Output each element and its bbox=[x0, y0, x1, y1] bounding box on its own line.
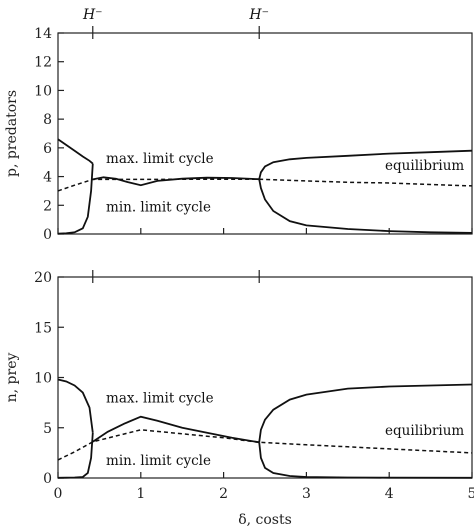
x-tick-label: 5 bbox=[468, 486, 474, 502]
curve-annotation: max. limit cycle bbox=[106, 151, 214, 167]
bifurcation-label: H⁻ bbox=[248, 7, 269, 23]
curve-annotation: equilibrium bbox=[385, 158, 464, 174]
limit-cycle-line bbox=[258, 149, 473, 180]
equilibrium-line bbox=[57, 429, 473, 461]
curve-annotation: equilibrium bbox=[385, 423, 464, 439]
curve-annotation: max. limit cycle bbox=[106, 391, 214, 407]
limit-cycle-line bbox=[57, 378, 94, 433]
y-tick-label: 12 bbox=[34, 55, 52, 71]
y-tick-label: 6 bbox=[43, 141, 52, 157]
y-tick-label: 10 bbox=[34, 83, 52, 99]
y-tick-label: 0 bbox=[43, 227, 52, 243]
limit-cycle-line bbox=[57, 432, 94, 479]
curve-annotation: min. limit cycle bbox=[106, 200, 211, 216]
limit-cycle-line bbox=[92, 176, 260, 187]
x-axis-label: δ, costs bbox=[238, 512, 292, 528]
y-tick-label: 2 bbox=[43, 198, 52, 214]
limit-cycle-line bbox=[57, 163, 94, 235]
limit-cycle-line bbox=[57, 138, 94, 165]
y-tick-label: 15 bbox=[34, 320, 52, 336]
y-tick-label: 8 bbox=[43, 112, 52, 128]
y-tick-label: 0 bbox=[43, 471, 52, 487]
y-axis-label: p, predators bbox=[4, 90, 20, 177]
limit-cycle-line bbox=[258, 442, 473, 479]
equilibrium-line bbox=[57, 178, 473, 192]
y-tick-label: 5 bbox=[43, 421, 52, 437]
limit-cycle-line bbox=[258, 383, 473, 443]
limit-cycle-line bbox=[258, 179, 473, 234]
limit-cycle-line bbox=[92, 415, 260, 444]
y-axis-label: n, prey bbox=[4, 353, 20, 403]
predators-panel: 0 2 4 6 8 10 12 14 H⁻ H⁻ max. limit cycle min. limi… bbox=[4, 7, 473, 243]
curve-annotation: min. limit cycle bbox=[106, 453, 211, 469]
y-tick-label: 10 bbox=[34, 371, 52, 387]
x-tick-label: 2 bbox=[219, 486, 228, 502]
x-tick-label: 0 bbox=[54, 486, 63, 502]
plot-frame bbox=[57, 276, 473, 479]
prey-panel: 0 5 10 15 20 0 1 2 3 4 5 max. limit cycle min. limit… bbox=[4, 270, 474, 528]
bifurcation-label: H⁻ bbox=[82, 7, 103, 23]
y-tick-label: 4 bbox=[43, 170, 52, 186]
x-tick-label: 4 bbox=[385, 486, 394, 502]
y-tick-label: 14 bbox=[34, 26, 52, 42]
x-tick-label: 3 bbox=[302, 486, 311, 502]
x-tick-label: 1 bbox=[136, 486, 145, 502]
y-tick-label: 20 bbox=[34, 270, 52, 286]
plot-frame bbox=[57, 32, 473, 235]
